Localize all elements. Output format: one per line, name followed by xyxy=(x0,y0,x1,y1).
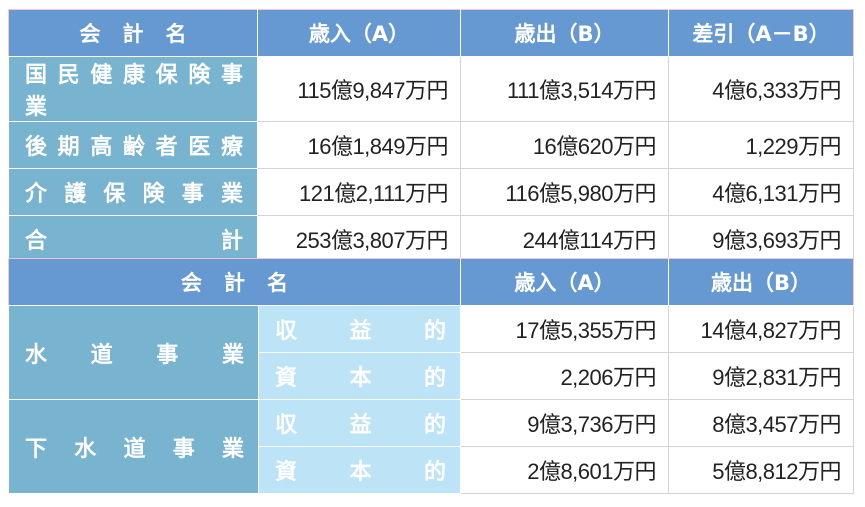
expenditure: 14億4,827万円 xyxy=(668,305,854,353)
revenue: 121億2,111万円 xyxy=(257,168,461,216)
general-accounts-table: 会計名 歳入（A） 歳出（B） 差引（A－B） 国 民 健 康 保 険 事 業 … xyxy=(8,9,854,263)
sub-account-type: 資 本 的 xyxy=(258,352,461,400)
expenditure: 244億114万円 xyxy=(460,215,669,263)
difference: 9億3,693万円 xyxy=(668,215,854,263)
sub-account-type: 収 益 的 xyxy=(258,305,461,353)
header-difference: 差引（A－B） xyxy=(668,9,854,57)
account-name: 水 道 事 業 xyxy=(8,305,259,400)
header-expenditure: 歳出（B） xyxy=(668,258,854,306)
revenue: 17億5,355万円 xyxy=(460,305,669,353)
table-row: 後 期 高 齢 者 医 療 16億1,849万円 16億620万円 1,229万… xyxy=(8,121,854,169)
revenue: 2億8,601万円 xyxy=(460,446,669,494)
header-account-name: 会計名 xyxy=(8,9,258,57)
expenditure: 9億2,831万円 xyxy=(668,352,854,400)
account-name: 国 民 健 康 保 険 事 業 xyxy=(8,56,258,122)
sub-account-type: 資 本 的 xyxy=(258,446,461,494)
total-row: 合 計 253億3,807万円 244億114万円 9億3,693万円 xyxy=(8,215,854,263)
expenditure: 111億3,514万円 xyxy=(460,56,669,122)
expenditure: 5億8,812万円 xyxy=(668,446,854,494)
enterprise-accounts-table: 会計名 歳入（A） 歳出（B） 水 道 事 業 収 益 的 17億5,355万円… xyxy=(8,258,854,494)
account-name: 介 護 保 険 事 業 xyxy=(8,168,258,216)
difference: 4億6,131万円 xyxy=(668,168,854,216)
header-row: 会計名 歳入（A） 歳出（B） xyxy=(8,258,854,306)
table-row: 国 民 健 康 保 険 事 業 115億9,847万円 111億3,514万円 … xyxy=(8,56,854,122)
revenue: 253億3,807万円 xyxy=(257,215,461,263)
revenue: 2,206万円 xyxy=(460,352,669,400)
table-row: 資 本 的 2億8,601万円 5億8,812万円 xyxy=(9,446,854,494)
account-name: 後 期 高 齢 者 医 療 xyxy=(8,121,258,169)
revenue: 115億9,847万円 xyxy=(257,56,461,122)
header-expenditure: 歳出（B） xyxy=(460,9,669,57)
table-row: 水 道 事 業 収 益 的 17億5,355万円 14億4,827万円 xyxy=(8,305,854,400)
header-revenue: 歳入（A） xyxy=(257,9,461,57)
table-row: 下 水 道 事 業 収 益 的 9億3,736万円 8億3,457万円 xyxy=(8,399,854,494)
expenditure: 116億5,980万円 xyxy=(460,168,669,216)
expenditure: 8億3,457万円 xyxy=(668,399,854,447)
account-name: 合 計 xyxy=(8,215,258,263)
expenditure: 16億620万円 xyxy=(460,121,669,169)
revenue: 9億3,736万円 xyxy=(460,399,669,447)
difference: 1,229万円 xyxy=(668,121,854,169)
header-account-name: 会計名 xyxy=(8,258,461,306)
header-revenue: 歳入（A） xyxy=(460,258,669,306)
header-row: 会計名 歳入（A） 歳出（B） 差引（A－B） xyxy=(8,9,854,57)
table-row: 介 護 保 険 事 業 121億2,111万円 116億5,980万円 4億6,… xyxy=(8,168,854,216)
table-row: 資 本 的 2,206万円 9億2,831万円 xyxy=(9,352,854,400)
sub-account-type: 収 益 的 xyxy=(258,399,461,447)
revenue: 16億1,849万円 xyxy=(257,121,461,169)
difference: 4億6,333万円 xyxy=(668,56,854,122)
account-name: 下 水 道 事 業 xyxy=(8,399,259,494)
